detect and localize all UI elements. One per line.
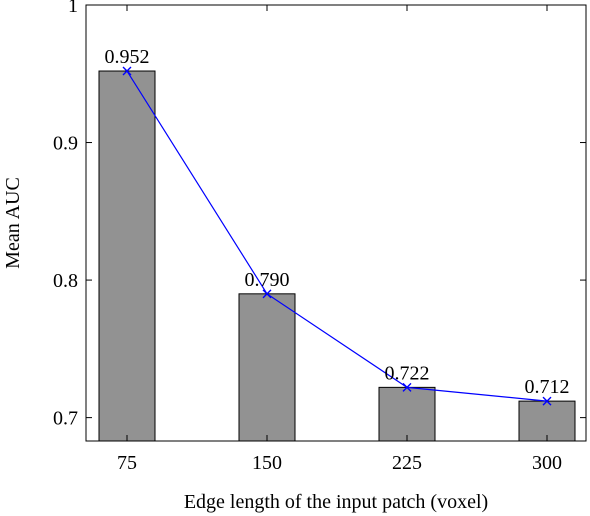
y-tick-label: 0.7 [53,408,78,430]
marker-75 [122,66,132,76]
bar-150 [238,293,296,442]
labels-group: 0.7 0.8 0.9 1 75 150 225 300 0.952 0.790 0.722 0.71… [53,0,570,474]
y-tick-label: 0.8 [53,270,78,292]
marker-225 [402,382,412,392]
data-label-150: 0.790 [245,269,290,291]
x-tick-label: 225 [392,452,422,474]
marker-300 [542,396,552,406]
plot-frame [85,4,587,442]
bar-75 [98,70,156,442]
y-tick-label: 0.9 [53,133,78,155]
trend-line [126,70,548,402]
x-tick-label: 75 [117,452,137,474]
data-label-75: 0.952 [105,46,150,68]
bar-300 [518,400,576,442]
data-label-225: 0.722 [385,362,430,384]
bar-225 [378,386,436,442]
marker-150 [262,289,272,299]
data-label-300: 0.712 [525,376,570,398]
line-series-group [122,66,552,406]
bars-group [98,70,576,442]
ticks-group [86,4,586,441]
x-tick-label: 150 [252,452,282,474]
y-tick-label: 1 [68,0,78,17]
y-axis-label: Mean AUC [2,177,24,269]
x-axis-label: Edge length of the input patch (voxel) [184,491,488,513]
x-tick-label: 300 [532,452,562,474]
